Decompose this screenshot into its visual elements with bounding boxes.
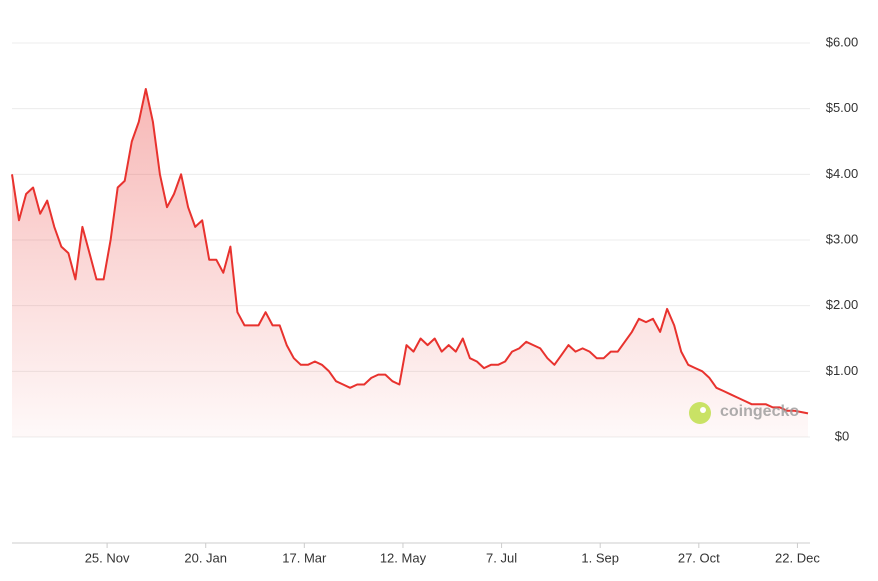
price-line bbox=[11, 88, 809, 415]
logo-eye bbox=[700, 407, 706, 413]
x-tick-label: 12. May bbox=[380, 550, 427, 565]
x-tick-label: 27. Oct bbox=[678, 550, 720, 565]
y-tick-label: $1.00 bbox=[826, 363, 859, 378]
y-tick-label: $6.00 bbox=[826, 34, 859, 49]
x-tick-label: 17. Mar bbox=[282, 550, 327, 565]
y-tick-label: $4.00 bbox=[826, 166, 859, 181]
watermark: coingecko bbox=[720, 403, 799, 420]
x-tick-label: 7. Jul bbox=[486, 550, 517, 565]
x-tick-label: 20. Jan bbox=[184, 550, 227, 565]
x-tick-label: 22. Dec bbox=[775, 550, 820, 565]
y-tick-label: $0 bbox=[835, 428, 849, 443]
x-tick-label: 25. Nov bbox=[85, 550, 130, 565]
y-tick-label: $2.00 bbox=[826, 297, 859, 312]
y-tick-label: $5.00 bbox=[826, 100, 859, 115]
area bbox=[12, 89, 808, 437]
logo bbox=[689, 402, 711, 424]
x-tick-label: 1. Sep bbox=[581, 550, 619, 565]
y-tick-label: $3.00 bbox=[826, 231, 859, 246]
